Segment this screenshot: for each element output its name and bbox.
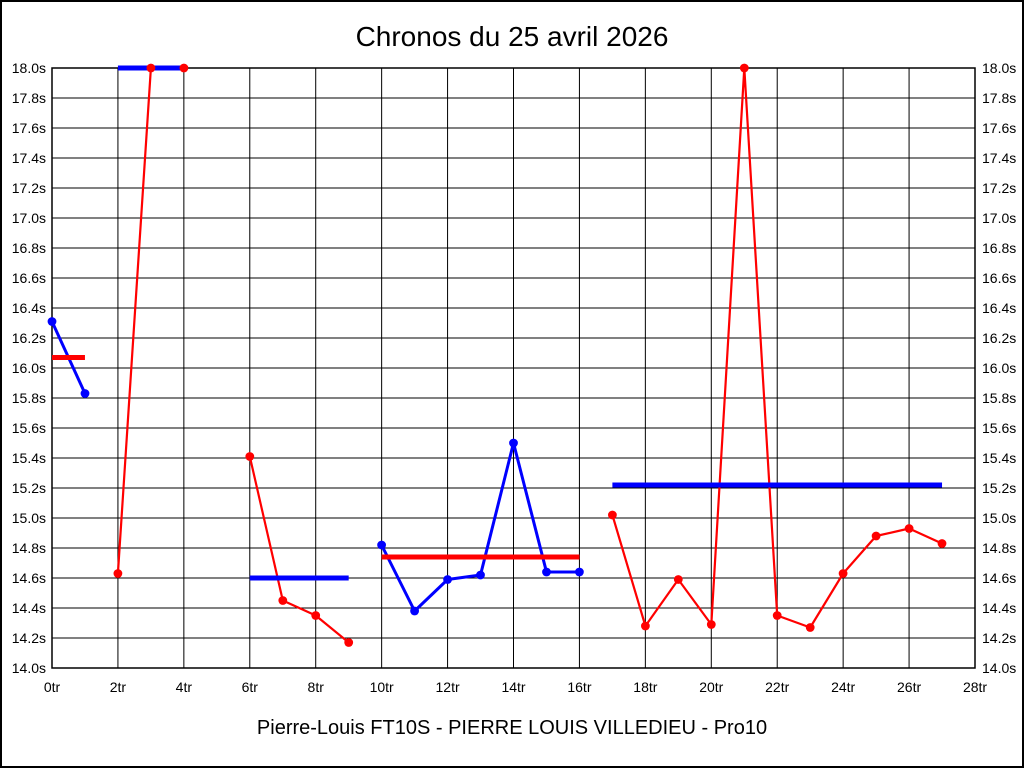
y-axis-tick-label-right: 17.2s [982,180,1016,196]
y-axis-tick-label-right: 14.0s [982,660,1016,676]
y-axis-tick-label-left: 14.2s [12,630,46,646]
y-axis-tick-label-right: 16.6s [982,270,1016,286]
laps-red-point-marker [673,575,683,584]
x-axis-tick-label: 2tr [110,679,127,695]
x-axis-tick-label: 10tr [370,679,394,695]
y-axis-tick-label-left: 15.8s [12,390,46,406]
y-axis-tick-label-left: 15.4s [12,450,46,466]
laps-red-point-marker [311,611,321,620]
y-axis-tick-label-left: 17.2s [12,180,46,196]
y-axis-tick-label-right: 15.4s [982,450,1016,466]
x-axis-tick-label: 24tr [831,679,855,695]
y-axis-tick-label-left: 14.8s [12,540,46,556]
y-axis-tick-label-right: 15.8s [982,390,1016,406]
laps-red-point-marker [871,531,881,541]
y-axis-tick-label-right: 14.4s [982,600,1016,616]
laps-red-point-marker [113,569,123,578]
y-axis-tick-label-left: 16.4s [12,300,46,316]
y-axis-tick-label-right: 16.2s [982,330,1016,346]
y-axis-tick-label-left: 17.0s [12,210,46,226]
x-axis-tick-label: 20tr [699,679,723,695]
x-axis-tick-label: 4tr [176,679,193,695]
plot-frame [51,67,976,669]
laps-blue-point-marker [410,606,419,616]
laps-red-point-marker [641,621,650,631]
laps-red-point-marker [772,611,782,620]
laps-red-point-marker [937,539,947,548]
y-axis-tick-label-left: 14.6s [12,570,46,586]
laps-red-point-marker [146,63,156,73]
x-axis-tick-label: 26tr [897,679,921,695]
y-axis-tick-label-right: 16.8s [982,240,1016,256]
laps-blue-line [380,441,580,613]
y-axis-tick-label-right: 14.6s [982,570,1016,586]
laps-blue-point-marker [476,570,485,580]
x-axis-tick-label: 12tr [436,679,460,695]
y-axis-tick-label-left: 15.2s [12,480,46,496]
y-axis-tick-label-left: 14.4s [12,600,46,616]
laps-red-point-marker [838,569,848,578]
x-axis-tick-label: 18tr [633,679,657,695]
y-axis-tick-label-left: 15.6s [12,420,46,436]
laps-blue-point-marker [575,567,584,577]
y-axis-tick-label-left: 17.6s [12,120,46,136]
y-axis-tick-label-left: 15.0s [12,510,46,526]
y-axis-tick-label-right: 15.2s [982,480,1016,496]
laps-blue-point-marker [80,389,90,398]
y-axis-tick-label-left: 16.2s [12,330,46,346]
laps-red-point-marker [344,638,354,647]
y-axis-tick-label-right: 15.6s [982,420,1016,436]
laps-red-point-marker [706,620,716,629]
y-axis-tick-label-left: 17.8s [12,90,46,106]
laps-red-point-marker [278,596,288,605]
y-axis-tick-label-left: 16.8s [12,240,46,256]
y-axis-tick-label-right: 14.8s [982,540,1016,556]
chart-title: Chronos du 25 avril 2026 [355,21,669,52]
y-axis-tick-label-right: 17.6s [982,120,1016,136]
laps-blue-point-marker [542,567,551,577]
x-axis-tick-label: 28tr [963,679,987,695]
y-axis-tick-label-right: 18.0s [982,60,1016,76]
y-axis-tick-label-left: 14.0s [12,660,46,676]
y-axis-tick-label-right: 17.4s [982,150,1016,166]
x-axis-tick-label: 0tr [44,679,61,695]
driver-info-label: Pierre-Louis FT10S - PIERRE LOUIS VILLED… [256,717,768,739]
x-axis-tick-label: 8tr [308,679,325,695]
laps-red-point-marker [608,510,617,520]
laps-red-point-marker [179,63,189,73]
laps-red-point-marker [904,524,914,533]
laps-blue-point-marker [509,438,518,448]
y-axis-tick-label-right: 16.0s [982,360,1016,376]
x-axis-tick-label: 14tr [501,679,525,695]
laps-blue-point-marker [47,317,57,326]
y-axis-tick-label-left: 18.0s [12,60,46,76]
laps-blue-point-marker [443,575,452,584]
laps-red-point-marker [245,452,255,461]
y-axis-tick-label-left: 16.0s [12,360,46,376]
y-axis-tick-label-left: 16.6s [12,270,46,286]
x-axis-tick-label: 6tr [242,679,259,695]
y-axis-tick-label-right: 15.0s [982,510,1016,526]
x-axis-tick-label: 16tr [567,679,591,695]
y-axis-tick-label-right: 17.0s [982,210,1016,226]
laps-red-line [248,456,350,644]
y-axis-tick-label-right: 16.4s [982,300,1016,316]
x-axis-tick-label: 22tr [765,679,789,695]
laps-red-line [116,66,184,574]
laps-red-point-marker [739,63,749,73]
y-axis-tick-label-right: 17.8s [982,90,1016,106]
laps-blue-point-marker [377,540,386,550]
y-axis-tick-label-right: 14.2s [982,630,1016,646]
y-axis-tick-label-left: 17.4s [12,150,46,166]
laps-red-point-marker [805,623,815,632]
